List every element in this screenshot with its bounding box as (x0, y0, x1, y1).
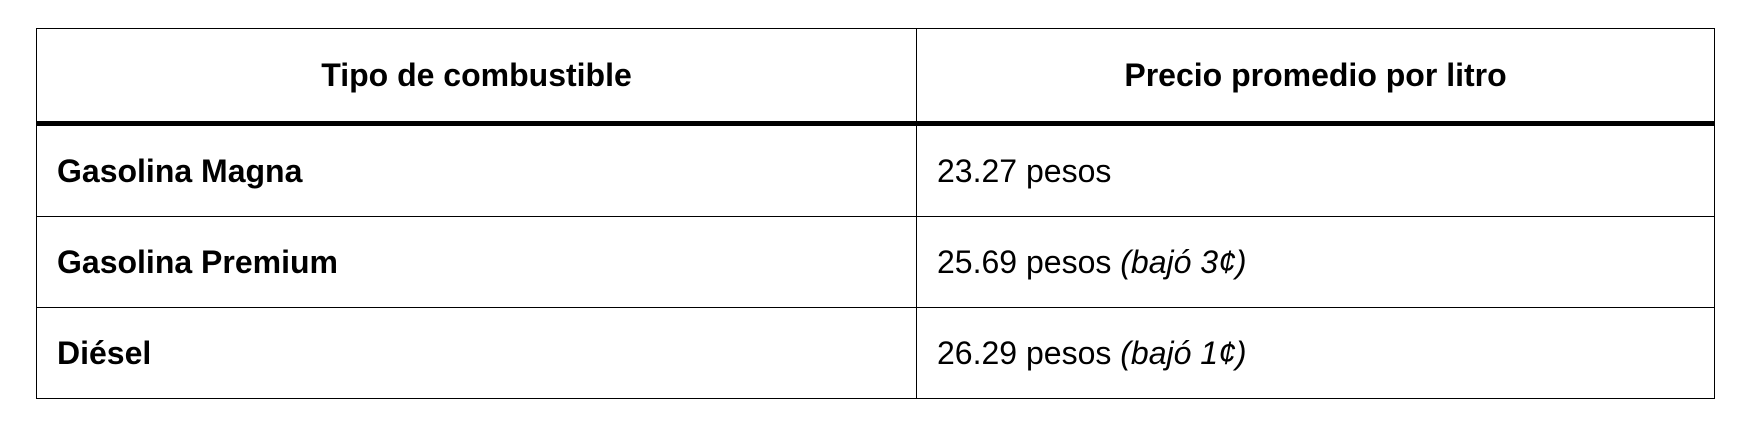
table-row: Gasolina Premium 25.69 pesos (bajó 3¢) (36, 216, 1715, 308)
price-cell: 25.69 pesos (bajó 3¢) (916, 216, 1715, 308)
fuel-type-cell: Diésel (36, 307, 917, 399)
price-change-note: (bajó 3¢) (1120, 243, 1247, 280)
header-average-price: Precio promedio por litro (916, 28, 1715, 126)
header-row: Tipo de combustible Precio promedio por … (36, 28, 1715, 126)
fuel-type-cell: Gasolina Magna (36, 123, 917, 217)
header-fuel-type: Tipo de combustible (36, 28, 917, 126)
price-value: 25.69 pesos (937, 243, 1112, 280)
price-cell: 23.27 pesos (916, 123, 1715, 217)
price-value: 26.29 pesos (937, 334, 1112, 371)
table-row: Gasolina Magna 23.27 pesos (36, 123, 1715, 217)
price-change-note: (bajó 1¢) (1120, 334, 1247, 371)
table-row: Diésel 26.29 pesos (bajó 1¢) (36, 307, 1715, 399)
price-cell: 26.29 pesos (bajó 1¢) (916, 307, 1715, 399)
fuel-type-cell: Gasolina Premium (36, 216, 917, 308)
fuel-price-table: Tipo de combustible Precio promedio por … (36, 28, 1715, 399)
price-value: 23.27 pesos (937, 152, 1112, 189)
